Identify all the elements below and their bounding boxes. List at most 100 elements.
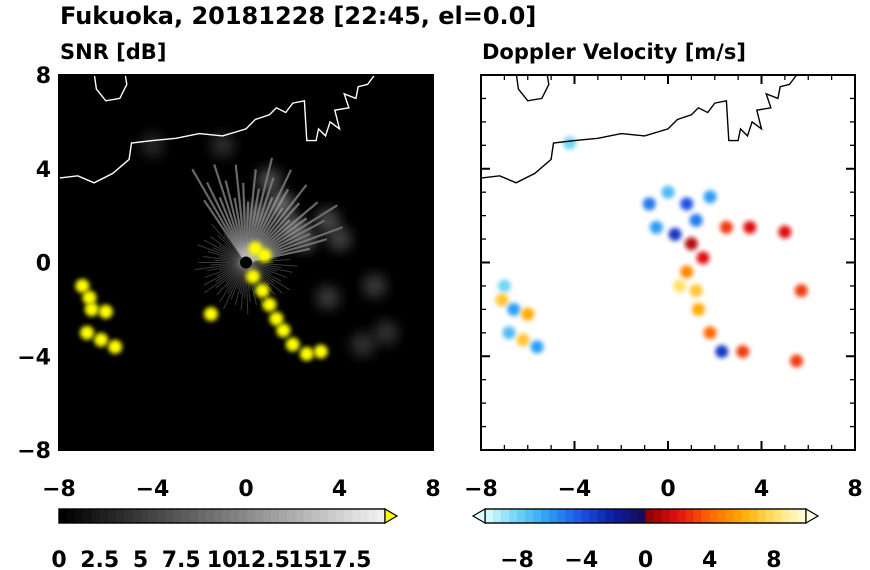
colorbar-tick-label: −8	[500, 548, 534, 570]
doppler-colorbar: −8 −4 0 4 8	[471, 507, 820, 570]
doppler-echo	[497, 279, 511, 293]
colorbar-segment	[319, 509, 329, 523]
doppler-echo	[673, 279, 687, 293]
colorbar-segment	[336, 509, 345, 523]
clutter-ray	[216, 262, 247, 296]
doppler-echo-layer	[495, 136, 808, 368]
clutter-ray	[213, 164, 248, 263]
colorbar-segment	[709, 509, 719, 523]
x-tick-label: −4	[136, 477, 170, 502]
clutter-ray	[207, 262, 247, 272]
colorbar-tick-label: 0	[51, 548, 66, 570]
clutter-ray	[217, 234, 247, 263]
x-tick-label: 0	[238, 477, 253, 502]
y-tick-label: −8	[17, 439, 51, 464]
y-tick-label: 0	[36, 252, 51, 277]
snr-echo	[94, 332, 109, 347]
colorbar-segment	[368, 509, 378, 523]
clutter-ray	[202, 255, 247, 263]
doppler-echo	[495, 293, 509, 307]
snr-echo	[276, 323, 291, 338]
colorbar-segment	[246, 509, 256, 523]
colorbar-segment	[107, 509, 117, 523]
colorbar-segment	[645, 509, 655, 523]
clutter-ray	[245, 262, 290, 291]
colorbar-segment	[189, 509, 199, 523]
colorbar-segment	[327, 509, 337, 523]
colorbar-segment	[757, 509, 767, 523]
colorbar-segment	[254, 509, 264, 523]
doppler-echo	[790, 354, 804, 368]
colorbar-segment	[661, 509, 671, 523]
snr-echo	[313, 344, 328, 359]
colorbar-segment	[749, 509, 759, 523]
clutter-ray	[215, 262, 247, 289]
clutter-ray	[223, 262, 247, 310]
colorbar-segment	[360, 509, 370, 523]
clutter-ray	[204, 262, 247, 294]
x-tick-label: 8	[847, 477, 862, 502]
colorbar-segment	[549, 509, 558, 523]
colorbar-segment	[164, 509, 174, 523]
clutter-ray	[245, 262, 298, 267]
colorbar-segment	[59, 509, 68, 523]
snr-echo	[82, 290, 97, 305]
clutter-ray	[245, 262, 249, 315]
colorbar-segment	[781, 509, 791, 523]
y-tick-label: 4	[36, 158, 51, 183]
y-tick-label: −4	[17, 345, 51, 370]
colorbar-segment	[717, 509, 727, 523]
colorbar-segment	[653, 509, 663, 523]
doppler-echo	[680, 265, 694, 279]
colorbar-segment	[685, 509, 695, 523]
doppler-echo	[668, 227, 682, 241]
snr-echo	[246, 269, 261, 284]
colorbar-segment	[589, 509, 598, 523]
colorbar-segment	[669, 509, 679, 523]
clutter-ray	[230, 262, 247, 300]
snr-echo	[292, 227, 317, 252]
clutter-ray	[195, 262, 247, 271]
colorbar-segment	[213, 509, 223, 523]
doppler-plot-background	[481, 75, 855, 450]
snr-echo	[269, 311, 284, 326]
snr-echo	[255, 283, 270, 298]
colorbar-tick-label: 2.5	[80, 548, 119, 570]
snr-echo	[98, 304, 113, 319]
clutter-ray	[210, 236, 247, 263]
colorbar-segment	[75, 509, 84, 523]
clutter-ray	[203, 262, 247, 286]
colorbar-segment	[311, 509, 321, 523]
snr-echo	[299, 346, 314, 361]
doppler-echo	[689, 284, 703, 298]
colorbar-segment	[573, 509, 582, 523]
colorbar-segment	[501, 509, 510, 523]
doppler-echo	[642, 197, 656, 211]
x-tick-label: 4	[754, 477, 769, 502]
doppler-echo	[736, 345, 750, 359]
snr-echo	[327, 227, 352, 252]
colorbar-tick-label: −4	[564, 548, 598, 570]
colorbar-segment	[270, 509, 280, 523]
y-tick-label: 8	[36, 64, 51, 89]
clutter-ray	[203, 199, 247, 264]
doppler-echo	[703, 326, 717, 340]
snr-echo	[285, 337, 300, 352]
colorbar-segment	[197, 509, 207, 523]
colorbar-segment	[140, 509, 150, 523]
colorbar-tick-label: 12.5	[236, 548, 290, 570]
colorbar-segment	[733, 509, 743, 523]
colorbar-segment	[693, 509, 703, 523]
x-tick-label: −8	[42, 477, 76, 502]
clutter-ray	[245, 262, 251, 303]
colorbar-segment	[581, 509, 590, 523]
snr-echo	[210, 133, 235, 158]
snr-panel-title: SNR [dB]	[60, 40, 166, 64]
colorbar-segment	[99, 509, 109, 523]
colorbar-segment	[621, 509, 630, 523]
doppler-echo	[680, 197, 694, 211]
clutter-ray	[207, 251, 247, 263]
snr-echo	[84, 302, 99, 317]
